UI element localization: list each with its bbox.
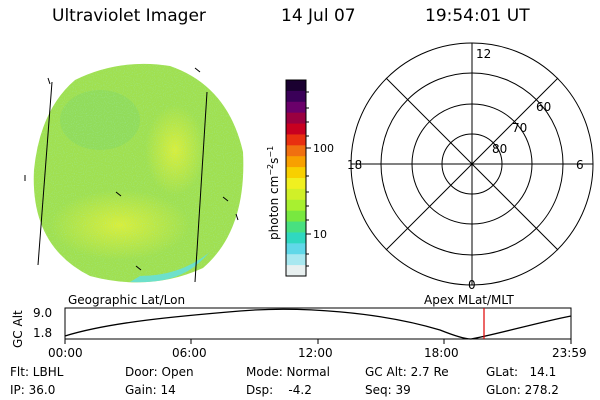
glon-info: GLon: 278.2 [486,383,559,397]
polar-grid [350,42,594,286]
seq-info: Seq: 39 [365,383,411,397]
colorbar-frame [285,79,307,277]
colorbar-band [286,167,306,179]
mlat-label-60: 60 [536,100,551,114]
orbit-xtick-0000: 00:00 [48,346,83,360]
orbit-xtick-2359: 23:59 [552,346,587,360]
colorbar-band [286,145,306,157]
glat-info: GLat: 14.1 [486,365,557,379]
speckle-noise [33,63,244,283]
time-label: 19:54:01 UT [425,6,530,26]
mlt-label-0: 0 [468,278,476,292]
orbit-xtick-1800: 18:00 [424,346,459,360]
mlt-label-18: 18 [347,158,362,172]
orbit-ymax: 9.0 [33,306,53,320]
coast-fragments [24,67,239,271]
gcalt-info: GC Alt: 2.7 Re [365,365,449,379]
colorbar-tick-100: 100 [313,142,334,155]
colorbar-band [286,134,306,146]
date-label: 14 Jul 07 [281,6,356,26]
orbit-left-label: Geographic Lat/Lon [68,293,186,307]
mlat-label-80: 80 [492,142,507,156]
mlt-label-6: 6 [576,158,584,172]
colorbar-tick-10: 10 [313,228,327,241]
colorbar-band [286,232,306,244]
altitude-curve [64,308,572,340]
colorbar-band [286,90,306,103]
orbit-xtick-0600: 06:00 [172,346,207,360]
colorbar-band [286,178,306,190]
colorbar-unit-label: photon cm−2s−1 [266,146,281,240]
colorbar-band [286,199,306,212]
dsp-info: Dsp: -4.2 [246,383,312,397]
colorbar-band [286,188,306,201]
orbit-x-ticks [64,339,572,344]
ip-info: IP: 36.0 [10,383,56,397]
colorbar-band [286,254,306,266]
polar-diagonal-2 [385,77,559,251]
mlat-label-70: 70 [512,121,527,135]
uv-image [24,63,244,283]
orbit-y-axis-label: GC Alt [11,310,25,348]
orbit-right-label: Apex MLat/MLT [424,293,514,307]
colorbar-ticks [306,91,311,267]
colorbar-band [286,265,306,277]
colorbar-band [286,112,306,125]
filter-info: Flt: LBHL [10,365,64,379]
colorbar-band [286,123,306,136]
door-info: Door: Open [125,365,194,379]
colorbar [286,80,306,277]
meridian-line-right [194,91,208,283]
orbit-xtick-1200: 12:00 [298,346,333,360]
colorbar-band [286,80,306,92]
gain-info: Gain: 14 [125,383,176,397]
mlt-label-12: 12 [476,47,491,61]
colorbar-band [286,221,306,234]
meridian-line-left [37,81,53,266]
mode-info: Mode: Normal [246,365,330,379]
colorbar-band [286,101,306,114]
instrument-title: Ultraviolet Imager [52,6,206,26]
colorbar-band [286,156,306,168]
limb-glow [130,252,210,283]
orbit-ymin: 1.8 [33,326,53,340]
colorbar-band [286,210,306,223]
colorbar-band [286,243,306,255]
